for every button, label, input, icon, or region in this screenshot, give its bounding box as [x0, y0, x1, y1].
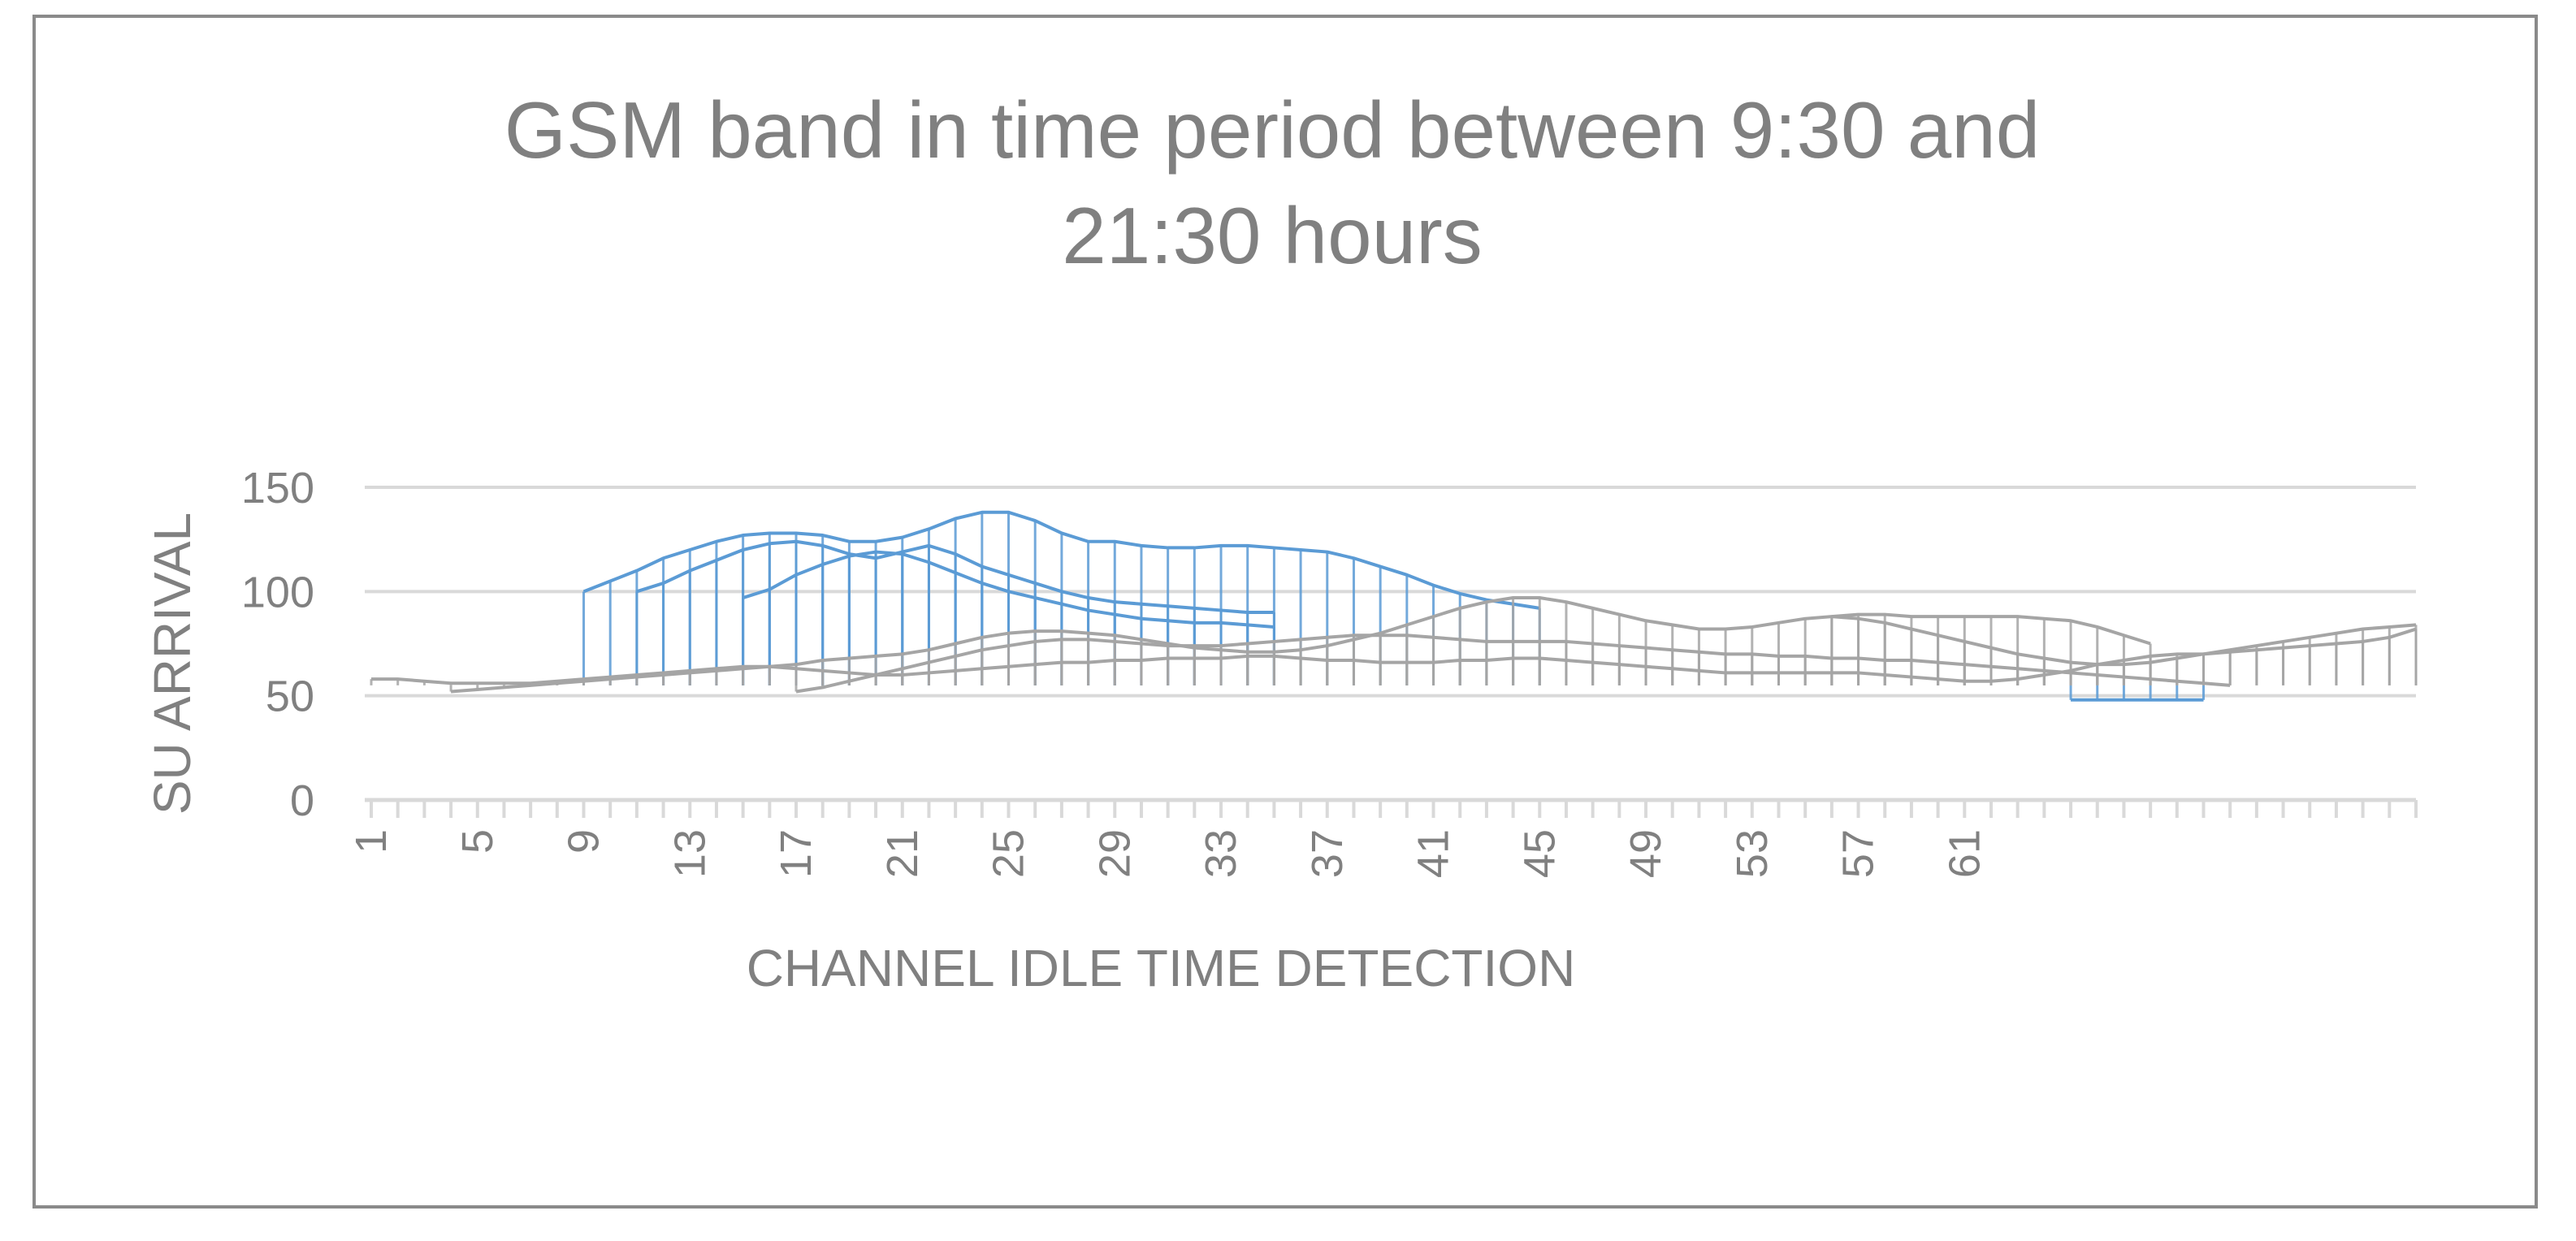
y-tick-label: 50 [266, 672, 314, 721]
series-line [450, 596, 2417, 694]
x-tick-label: 37 [1303, 829, 1352, 878]
gridlines [365, 486, 2416, 698]
chart-frame: GSM band in time period between 9:30 and… [32, 15, 2538, 1209]
series-line [795, 633, 2231, 694]
y-tick-label: 150 [241, 464, 314, 512]
x-tick-label: 13 [665, 829, 714, 878]
x-tick-label: 29 [1090, 829, 1139, 878]
x-tick-label: 5 [453, 829, 502, 854]
series-line [636, 539, 1275, 614]
y-tick-label: 100 [241, 568, 314, 616]
chart-svg: GSM band in time period between 9:30 and… [143, 85, 2418, 997]
x-tick-label: 17 [772, 829, 820, 878]
x-tick-label: 53 [1728, 829, 1777, 878]
y-tick-label: 0 [290, 776, 314, 825]
x-tick-label: 45 [1515, 829, 1564, 878]
x-axis [365, 798, 2418, 818]
x-tick-label: 21 [878, 829, 927, 878]
x-tick-label: 33 [1197, 829, 1245, 878]
data-series [370, 510, 2418, 702]
series-line [371, 627, 2417, 685]
x-tick-label: 57 [1834, 829, 1883, 878]
series-line [582, 510, 1540, 610]
chart-title-line-1: GSM band in time period between 9:30 and [504, 85, 2040, 175]
x-tick-label: 41 [1409, 829, 1458, 878]
x-tick-label: 25 [985, 829, 1033, 878]
x-tick-label: 1 [347, 829, 396, 854]
x-axis-title: CHANNEL IDLE TIME DETECTION [747, 939, 1576, 997]
x-tick-label: 61 [1940, 829, 1989, 878]
x-tick-label: 49 [1621, 829, 1670, 878]
x-tick-labels: 1 5 9 13 17 21 25 29 33 37 41 45 49 53 57 61 [347, 829, 1989, 878]
y-axis-title: SU ARRIVAL [143, 512, 201, 815]
y-tick-labels: 0 50 100 150 [241, 464, 314, 825]
series-line [742, 550, 1275, 629]
x-tick-label: 9 [560, 829, 608, 854]
series-line [1831, 612, 2151, 646]
chart-title-line-2: 21:30 hours [1062, 191, 1483, 280]
